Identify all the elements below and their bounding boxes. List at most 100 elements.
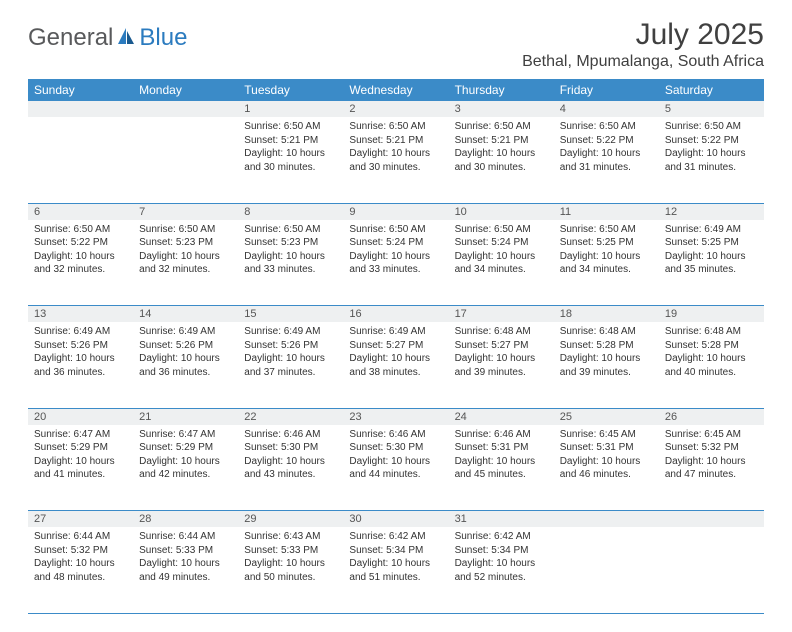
sunrise-text: Sunrise: 6:47 AM <box>139 428 232 442</box>
day-number: 30 <box>349 513 361 525</box>
calendar-table: Sunday Monday Tuesday Wednesday Thursday… <box>28 79 764 614</box>
sunrise-text: Sunrise: 6:42 AM <box>455 530 548 544</box>
daylight-text: Daylight: 10 hours <box>34 352 127 366</box>
daylight-text: and 46 minutes. <box>560 468 653 482</box>
week-row: Sunrise: 6:47 AMSunset: 5:29 PM Daylight:… <box>28 425 764 511</box>
day-cell-body: Sunrise: 6:50 AMSunset: 5:24 PMDaylight:… <box>449 220 554 283</box>
day-number: 27 <box>34 513 46 525</box>
day-number-cell: 28 <box>133 511 238 528</box>
daylight-text: and 42 minutes. <box>139 468 232 482</box>
day-number: 17 <box>455 308 467 320</box>
daylight-text: and 38 minutes. <box>349 366 442 380</box>
day-cell-body: Sunrise: 6:50 AMSunset: 5:23 PMDaylight:… <box>238 220 343 283</box>
day-number-cell: 27 <box>28 511 133 528</box>
daylight-text: Daylight: 10 hours <box>139 250 232 264</box>
sunset-text: Sunset: 5:21 PM <box>244 134 337 148</box>
sunset-text: Sunset: 5:31 PM <box>560 441 653 455</box>
sunset-text: Sunset: 5:23 PM <box>139 236 232 250</box>
day-cell-body: Sunrise: 6:44 AMSunset: 5:32 PMDaylight:… <box>28 527 133 590</box>
day-cell: Sunrise: 6:45 AMSunset: 5:31 PMDaylight:… <box>554 425 659 511</box>
daylight-text: Daylight: 10 hours <box>349 352 442 366</box>
day-number: 9 <box>349 206 355 218</box>
calendar-body: 12345Sunrise: 6:50 AMSunset: 5:21 PMDayl… <box>28 101 764 613</box>
weekday-header: Tuesday <box>238 79 343 101</box>
day-number-cell: 22 <box>238 408 343 425</box>
daylight-text: and 39 minutes. <box>455 366 548 380</box>
day-cell: Sunrise: 6:47 AMSunset: 5:29 PMDaylight:… <box>133 425 238 511</box>
daylight-text: Daylight: 10 hours <box>665 352 758 366</box>
sunrise-text: Sunrise: 6:42 AM <box>349 530 442 544</box>
day-number-cell: 17 <box>449 306 554 323</box>
daylight-text: and 47 minutes. <box>665 468 758 482</box>
sunset-text: Sunset: 5:26 PM <box>244 339 337 353</box>
sunset-text: Sunset: 5:22 PM <box>34 236 127 250</box>
day-number: 4 <box>560 103 566 115</box>
day-cell: Sunrise: 6:48 AMSunset: 5:28 PMDaylight:… <box>554 322 659 408</box>
day-number-cell: 24 <box>449 408 554 425</box>
day-number-cell: 31 <box>449 511 554 528</box>
daylight-text: and 30 minutes. <box>455 161 548 175</box>
daylight-text: Daylight: 10 hours <box>244 147 337 161</box>
day-number-cell: 11 <box>554 203 659 220</box>
daylight-text: and 41 minutes. <box>34 468 127 482</box>
day-cell-body: Sunrise: 6:48 AMSunset: 5:28 PMDaylight:… <box>659 322 764 385</box>
sunrise-text: Sunrise: 6:50 AM <box>349 120 442 134</box>
sunrise-text: Sunrise: 6:43 AM <box>244 530 337 544</box>
day-cell-body: Sunrise: 6:50 AMSunset: 5:21 PMDaylight:… <box>343 117 448 180</box>
day-cell: Sunrise: 6:49 AMSunset: 5:26 PMDaylight:… <box>133 322 238 408</box>
daynum-row: 13141516171819 <box>28 306 764 323</box>
calendar-page: General Blue July 2025 Bethal, Mpumalang… <box>0 0 792 632</box>
day-cell: Sunrise: 6:44 AMSunset: 5:32 PMDaylight:… <box>28 527 133 613</box>
day-cell: Sunrise: 6:50 AMSunset: 5:21 PMDaylight:… <box>449 117 554 203</box>
daylight-text: and 44 minutes. <box>349 468 442 482</box>
day-number-cell: 14 <box>133 306 238 323</box>
weekday-header: Sunday <box>28 79 133 101</box>
brand-logo: General Blue <box>28 24 187 52</box>
sunset-text: Sunset: 5:32 PM <box>34 544 127 558</box>
day-number-cell: 13 <box>28 306 133 323</box>
sunrise-text: Sunrise: 6:44 AM <box>139 530 232 544</box>
day-cell: Sunrise: 6:44 AMSunset: 5:33 PMDaylight:… <box>133 527 238 613</box>
daylight-text: and 51 minutes. <box>349 571 442 585</box>
day-number-cell: 9 <box>343 203 448 220</box>
sunset-text: Sunset: 5:26 PM <box>34 339 127 353</box>
month-title: July 2025 <box>522 18 764 51</box>
sunrise-text: Sunrise: 6:50 AM <box>139 223 232 237</box>
daylight-text: and 30 minutes. <box>244 161 337 175</box>
day-cell-body: Sunrise: 6:50 AMSunset: 5:25 PMDaylight:… <box>554 220 659 283</box>
weekday-header: Saturday <box>659 79 764 101</box>
daylight-text: Daylight: 10 hours <box>560 352 653 366</box>
day-cell: Sunrise: 6:50 AMSunset: 5:24 PMDaylight:… <box>449 220 554 306</box>
daylight-text: and 43 minutes. <box>244 468 337 482</box>
header: General Blue July 2025 Bethal, Mpumalang… <box>28 18 764 71</box>
brand-name-2: Blue <box>139 24 187 52</box>
daylight-text: Daylight: 10 hours <box>244 455 337 469</box>
day-number-cell <box>28 101 133 117</box>
week-row: Sunrise: 6:44 AMSunset: 5:32 PMDaylight:… <box>28 527 764 613</box>
day-cell: Sunrise: 6:50 AMSunset: 5:23 PMDaylight:… <box>238 220 343 306</box>
day-number-cell: 12 <box>659 203 764 220</box>
sunset-text: Sunset: 5:29 PM <box>139 441 232 455</box>
daylight-text: Daylight: 10 hours <box>139 352 232 366</box>
sunrise-text: Sunrise: 6:50 AM <box>455 120 548 134</box>
day-number: 1 <box>244 103 250 115</box>
day-cell: Sunrise: 6:48 AMSunset: 5:27 PMDaylight:… <box>449 322 554 408</box>
daylight-text: and 36 minutes. <box>139 366 232 380</box>
sunset-text: Sunset: 5:25 PM <box>665 236 758 250</box>
day-cell: Sunrise: 6:45 AMSunset: 5:32 PMDaylight:… <box>659 425 764 511</box>
daylight-text: and 52 minutes. <box>455 571 548 585</box>
daylight-text: Daylight: 10 hours <box>244 352 337 366</box>
sunrise-text: Sunrise: 6:45 AM <box>560 428 653 442</box>
day-cell-body: Sunrise: 6:43 AMSunset: 5:33 PMDaylight:… <box>238 527 343 590</box>
day-number-cell: 20 <box>28 408 133 425</box>
day-cell-body: Sunrise: 6:50 AMSunset: 5:21 PMDaylight:… <box>449 117 554 180</box>
daylight-text: and 50 minutes. <box>244 571 337 585</box>
daylight-text: Daylight: 10 hours <box>560 455 653 469</box>
sunrise-text: Sunrise: 6:49 AM <box>34 325 127 339</box>
daylight-text: and 34 minutes. <box>560 263 653 277</box>
day-number-cell: 7 <box>133 203 238 220</box>
sunrise-text: Sunrise: 6:49 AM <box>349 325 442 339</box>
sunrise-text: Sunrise: 6:50 AM <box>455 223 548 237</box>
day-number: 20 <box>34 411 46 423</box>
day-number-cell: 2 <box>343 101 448 117</box>
